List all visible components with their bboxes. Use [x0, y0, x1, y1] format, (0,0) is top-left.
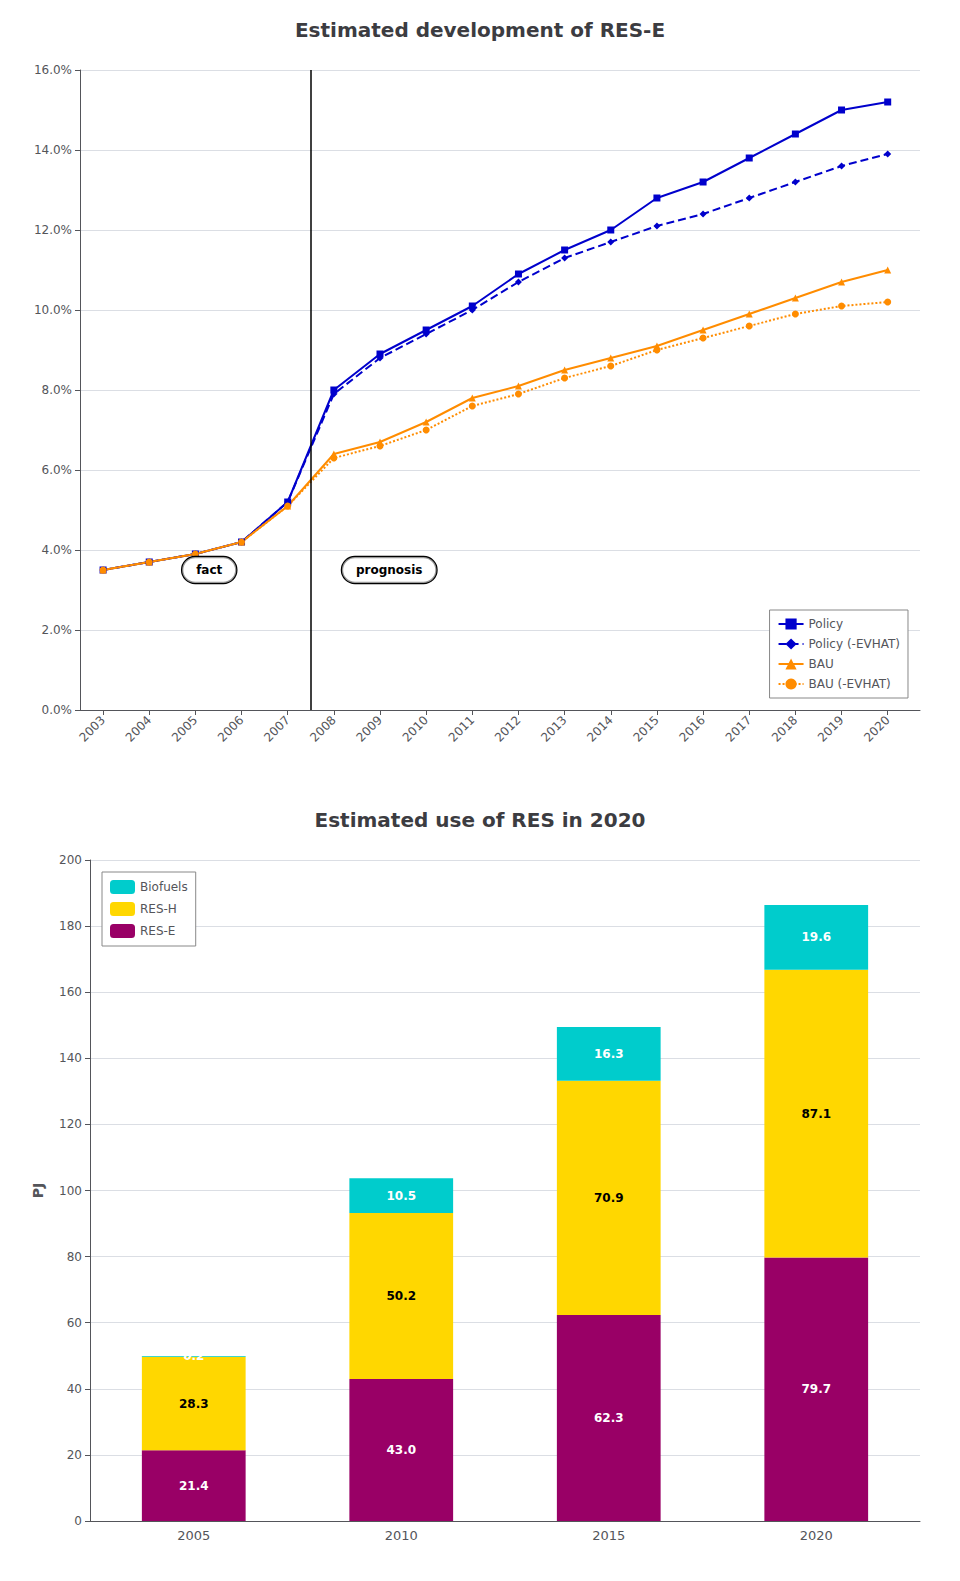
svg-text:Estimated development of RES-E: Estimated development of RES-E — [295, 18, 665, 42]
svg-text:2003: 2003 — [77, 713, 108, 744]
svg-text:2019: 2019 — [815, 713, 846, 744]
svg-text:Estimated use of RES in 2020: Estimated use of RES in 2020 — [315, 808, 646, 832]
svg-text:10.0%: 10.0% — [34, 303, 72, 317]
svg-text:21.4: 21.4 — [179, 1479, 209, 1493]
svg-text:0.0%: 0.0% — [42, 703, 73, 717]
svg-text:2020: 2020 — [800, 1528, 833, 1543]
svg-text:140: 140 — [59, 1051, 82, 1065]
svg-text:12.0%: 12.0% — [34, 223, 72, 237]
svg-text:4.0%: 4.0% — [42, 543, 73, 557]
svg-text:2015: 2015 — [592, 1528, 625, 1543]
svg-text:2018: 2018 — [769, 713, 800, 744]
svg-text:2008: 2008 — [307, 713, 338, 744]
svg-text:62.3: 62.3 — [594, 1411, 624, 1425]
svg-text:2006: 2006 — [215, 713, 246, 744]
svg-text:BAU (-EVHAT): BAU (-EVHAT) — [809, 677, 891, 691]
svg-text:2.0%: 2.0% — [42, 623, 73, 637]
svg-text:prognosis: prognosis — [356, 563, 423, 577]
svg-text:6.0%: 6.0% — [42, 463, 73, 477]
svg-text:2015: 2015 — [630, 713, 661, 744]
svg-text:fact: fact — [196, 563, 222, 577]
svg-text:Policy: Policy — [809, 617, 844, 631]
svg-text:40: 40 — [67, 1382, 82, 1396]
svg-text:RES-E: RES-E — [140, 924, 175, 938]
svg-text:160: 160 — [59, 985, 82, 999]
svg-text:87.1: 87.1 — [801, 1107, 831, 1121]
svg-text:BAU: BAU — [809, 657, 834, 671]
svg-text:2014: 2014 — [584, 713, 615, 744]
svg-text:2020: 2020 — [861, 713, 892, 744]
svg-text:120: 120 — [59, 1117, 82, 1131]
svg-text:10.5: 10.5 — [386, 1189, 416, 1203]
svg-text:70.9: 70.9 — [594, 1191, 624, 1205]
svg-text:PJ: PJ — [30, 1183, 46, 1198]
svg-text:0: 0 — [74, 1514, 82, 1528]
svg-text:2013: 2013 — [538, 713, 569, 744]
svg-text:2004: 2004 — [123, 713, 154, 744]
svg-text:RES-H: RES-H — [140, 902, 177, 916]
svg-text:200: 200 — [59, 853, 82, 867]
svg-text:2010: 2010 — [400, 713, 431, 744]
svg-text:8.0%: 8.0% — [42, 383, 73, 397]
svg-text:2005: 2005 — [177, 1528, 210, 1543]
svg-text:2012: 2012 — [492, 713, 523, 744]
svg-text:180: 180 — [59, 919, 82, 933]
svg-text:79.7: 79.7 — [801, 1382, 831, 1396]
svg-text:2007: 2007 — [261, 713, 292, 744]
svg-text:Biofuels: Biofuels — [140, 880, 188, 894]
svg-text:50.2: 50.2 — [386, 1289, 416, 1303]
svg-text:16.0%: 16.0% — [34, 63, 72, 77]
svg-text:19.6: 19.6 — [801, 930, 831, 944]
svg-text:2017: 2017 — [723, 713, 754, 744]
svg-text:100: 100 — [59, 1184, 82, 1198]
svg-text:2016: 2016 — [677, 713, 708, 744]
svg-text:43.0: 43.0 — [386, 1443, 416, 1457]
svg-text:2010: 2010 — [385, 1528, 418, 1543]
svg-text:28.3: 28.3 — [179, 1397, 209, 1411]
svg-text:Policy (-EVHAT): Policy (-EVHAT) — [809, 637, 900, 651]
svg-text:2011: 2011 — [446, 713, 477, 744]
svg-text:20: 20 — [67, 1448, 82, 1462]
svg-text:0.2: 0.2 — [183, 1349, 204, 1363]
svg-text:14.0%: 14.0% — [34, 143, 72, 157]
svg-text:2005: 2005 — [169, 713, 200, 744]
svg-text:2009: 2009 — [353, 713, 384, 744]
svg-text:16.3: 16.3 — [594, 1047, 624, 1061]
svg-text:60: 60 — [67, 1316, 82, 1330]
svg-text:80: 80 — [67, 1250, 82, 1264]
